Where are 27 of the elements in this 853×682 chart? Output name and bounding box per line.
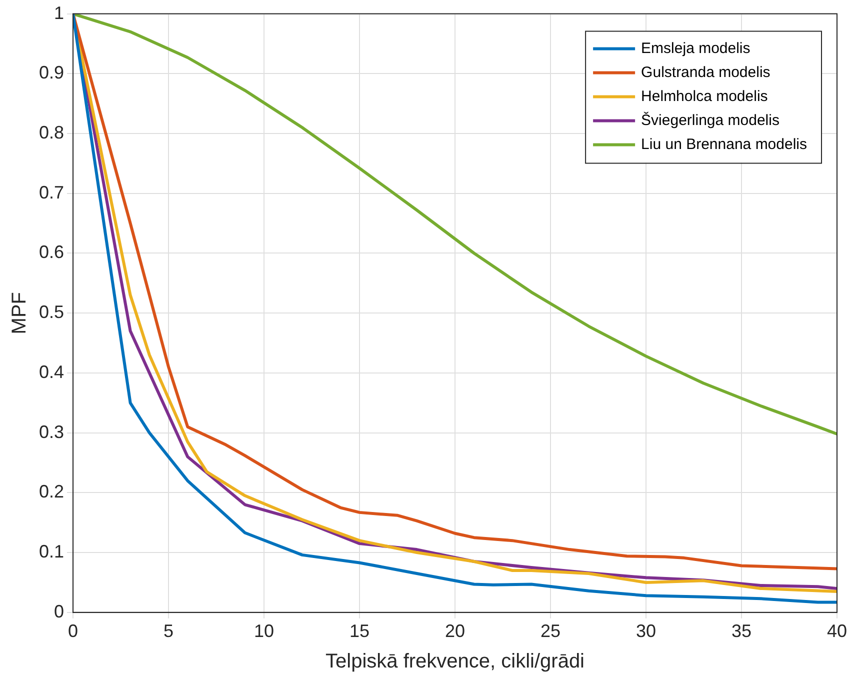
y-tick-label: 0.1 bbox=[38, 542, 64, 562]
y-tick-label: 0.4 bbox=[38, 362, 64, 382]
x-tick-label: 0 bbox=[68, 621, 78, 642]
x-tick-label: 5 bbox=[164, 621, 174, 642]
x-tick-label: 15 bbox=[350, 621, 370, 642]
legend-label: Liu un Brennana modelis bbox=[641, 136, 808, 153]
y-tick-label: 0.2 bbox=[38, 482, 64, 502]
x-tick-label: 10 bbox=[254, 621, 274, 642]
y-tick-label: 0 bbox=[54, 601, 64, 622]
x-tick-label: 25 bbox=[540, 621, 561, 642]
legend-label: Helmholca modelis bbox=[641, 88, 768, 105]
legend-label: Gulstranda modelis bbox=[641, 64, 770, 81]
y-tick-label: 0.5 bbox=[38, 302, 64, 322]
y-tick-label: 0.8 bbox=[38, 122, 64, 142]
x-tick-label: 30 bbox=[636, 621, 656, 642]
x-axis-title: Telpiskā frekvence, cikli/grādi bbox=[326, 650, 585, 673]
y-tick-label: 1 bbox=[54, 2, 64, 23]
y-axis-title: MPF bbox=[8, 292, 31, 334]
y-tick-label: 0.9 bbox=[38, 62, 64, 83]
x-tick-label: 35 bbox=[731, 621, 752, 642]
y-tick-label: 0.7 bbox=[38, 182, 64, 202]
legend-label: Šviegerlinga modelis bbox=[641, 110, 780, 129]
y-tick-label: 0.3 bbox=[38, 422, 64, 442]
legend-label: Emsleja modelis bbox=[641, 40, 750, 57]
y-tick-label: 0.6 bbox=[38, 242, 64, 262]
x-tick-label: 20 bbox=[444, 621, 466, 642]
x-tick-label: 40 bbox=[826, 621, 848, 642]
